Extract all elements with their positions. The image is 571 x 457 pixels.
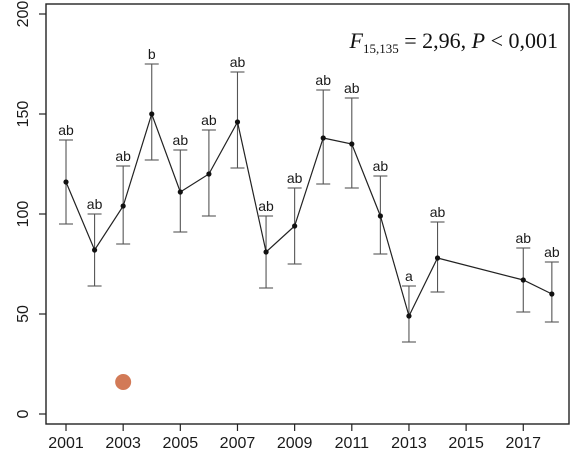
series-line [65, 112, 553, 318]
y-tick-label: 100 [15, 201, 32, 228]
stat-annotation: F15,135 = 2,96, P < 0,001 [349, 28, 559, 56]
data-point [292, 223, 298, 229]
x-tick-label: 2003 [105, 435, 141, 452]
data-point [549, 291, 555, 297]
data-point [149, 111, 155, 117]
data-label: ab [515, 230, 531, 246]
data-point [120, 203, 126, 209]
data-label: ab [258, 198, 274, 214]
data-label: a [405, 268, 413, 284]
y-tick-label: 0 [15, 409, 32, 418]
data-point [320, 135, 326, 141]
x-tick-label: 2005 [163, 435, 199, 452]
data-point [177, 189, 183, 195]
data-label: ab [230, 54, 246, 70]
x-tick-label: 2001 [48, 435, 84, 452]
data-label: ab [544, 244, 560, 260]
y-tick-label: 200 [15, 1, 32, 28]
x-tick-label: 2011 [335, 435, 370, 452]
data-label: ab [58, 122, 74, 138]
highlight-marker [115, 374, 132, 390]
data-points [63, 111, 555, 319]
x-tick-label: 2013 [391, 435, 427, 452]
plot-frame [45, 3, 570, 425]
x-tick-label: 2015 [448, 435, 484, 452]
data-point [349, 141, 355, 147]
stat-p: P [471, 28, 485, 53]
data-label: ab [344, 80, 360, 96]
data-point [406, 313, 412, 319]
data-point [434, 255, 441, 261]
y-tick-label: 150 [15, 101, 32, 128]
data-label: ab [287, 170, 303, 186]
data-point [91, 247, 98, 253]
stat-f-value: = 2,96, [399, 28, 472, 53]
x-axis: 2001 2003 2005 2007 2009 2011 2013 2015 2017 [48, 424, 541, 452]
y-axis: 0 50 100 150 200 [15, 1, 46, 418]
data-point [520, 277, 526, 283]
stat-p-value: < 0,001 [485, 28, 558, 53]
stat-f: F [349, 28, 364, 53]
data-point [234, 119, 241, 125]
data-point [263, 249, 269, 255]
x-tick-label: 2007 [220, 435, 256, 452]
data-label: ab [201, 112, 217, 128]
data-label: ab [115, 148, 131, 164]
data-label: b [148, 46, 156, 62]
data-label: ab [315, 72, 331, 88]
y-tick-label: 50 [15, 305, 32, 323]
data-label: ab [430, 204, 446, 220]
x-tick-label: 2017 [505, 435, 541, 452]
stat-df: 15,135 [363, 41, 399, 56]
data-label: ab [173, 132, 189, 148]
data-point [206, 171, 212, 177]
data-label: ab [373, 158, 389, 174]
data-point [377, 213, 383, 219]
data-point [63, 179, 69, 185]
error-bars [59, 63, 559, 343]
data-label: ab [87, 196, 103, 212]
x-tick-label: 2009 [277, 435, 313, 452]
